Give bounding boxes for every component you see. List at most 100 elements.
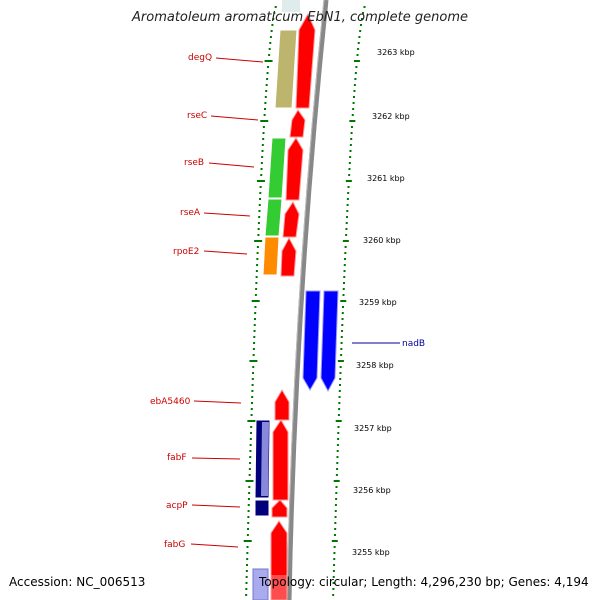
outer-tick-mark — [340, 300, 347, 302]
nadB-gene-left — [302, 290, 321, 391]
inner-tick-mark — [257, 228, 260, 230]
inner-tick-mark — [260, 168, 263, 170]
outer-tick-mark — [333, 564, 336, 566]
rseB-leader — [208, 162, 255, 168]
outer-tick-mark — [342, 306, 345, 308]
inner-tick-mark — [258, 204, 261, 206]
inner-tick-mark — [260, 174, 263, 176]
outer-tick-mark — [353, 84, 356, 86]
outer-tick-mark — [339, 366, 342, 368]
inner-tick-mark — [249, 450, 252, 452]
inner-tick-mark — [247, 528, 250, 530]
fabG-gene-pale — [271, 575, 287, 600]
inner-tick-mark — [252, 372, 255, 374]
inner-tick-mark — [249, 360, 258, 362]
fabG-cog-box — [252, 568, 269, 600]
outer-tick-mark — [340, 336, 343, 338]
outer-tick-mark — [334, 516, 337, 518]
inner-tick-mark — [249, 432, 252, 434]
outer-tick-mark — [337, 360, 344, 362]
inner-tick-mark — [259, 186, 262, 188]
inner-tick-mark — [262, 138, 265, 140]
top-feature — [282, 0, 300, 12]
inner-tick-mark — [247, 522, 250, 524]
ebA5460-leader — [193, 400, 242, 404]
inner-tick-mark — [257, 222, 260, 224]
inner-tick-mark — [250, 414, 253, 416]
nadB-label: nadB — [402, 339, 425, 349]
outer-tick-mark — [350, 138, 353, 140]
gene-labels: degQ rseC rseB rseA rpoE2 nadB ebA5460 f… — [150, 53, 425, 550]
outer-tick-mark — [333, 558, 336, 560]
inner-tick-mark — [262, 132, 265, 134]
inner-tick-mark — [256, 264, 259, 266]
outer-tick-mark — [336, 468, 339, 470]
inner-tick-mark — [262, 126, 265, 128]
map-title: Aromatoleum aromaticum EbN1, complete ge… — [132, 10, 468, 25]
cog-track — [252, 29, 298, 600]
rseA-gene — [282, 201, 300, 238]
inner-tick-ring — [243, 6, 277, 596]
inner-tick-mark — [264, 96, 267, 98]
kbp-scale-labels: 3263 kbp 3262 kbp 3261 kbp 3260 kbp 3259… — [352, 48, 415, 557]
outer-tick-mark — [346, 216, 348, 218]
inner-tick-mark — [255, 270, 258, 272]
outer-tick-mark — [347, 192, 350, 194]
inner-tick-mark — [269, 36, 272, 38]
outer-tick-mark — [333, 480, 340, 482]
acpP-label: acpP — [166, 501, 188, 511]
outer-tick-mark — [343, 270, 346, 272]
outer-tick-mark — [357, 48, 360, 50]
outer-tick-mark — [344, 246, 347, 248]
outer-tick-mark — [350, 132, 353, 134]
outer-tick-mark — [333, 552, 336, 554]
inner-tick-mark — [253, 324, 256, 326]
inner-tick-mark — [255, 288, 258, 290]
kbp-label: 3256 kbp — [353, 486, 391, 495]
inner-tick-mark — [253, 336, 256, 338]
rseB-label: rseB — [184, 158, 204, 168]
inner-tick-mark — [256, 246, 259, 248]
inner-tick-mark — [245, 570, 248, 572]
inner-tick-mark — [259, 198, 262, 200]
kbp-label: 3257 kbp — [354, 424, 392, 433]
outer-tick-mark — [341, 330, 344, 332]
inner-tick-mark — [267, 66, 270, 68]
inner-tick-mark — [261, 144, 264, 146]
outer-tick-mark — [345, 228, 348, 230]
outer-tick-mark — [335, 420, 342, 422]
inner-tick-mark — [251, 384, 254, 386]
outer-tick-mark — [344, 252, 347, 254]
inner-tick-mark — [251, 396, 254, 398]
topology-footer: Topology: circular; Length: 4,296,230 bp… — [259, 575, 589, 589]
outer-tick-mark — [340, 354, 343, 356]
degQ-cog-box — [274, 29, 298, 109]
inner-tick-mark — [246, 534, 249, 536]
outer-tick-mark — [351, 114, 354, 116]
rpoE2-label: rpoE2 — [173, 247, 199, 257]
inner-tick-mark — [251, 378, 254, 380]
inner-tick-mark — [245, 588, 248, 590]
outer-tick-mark — [332, 594, 335, 596]
inner-tick-mark — [248, 492, 251, 494]
outer-tick-mark — [343, 282, 346, 284]
backbone-line — [286, 0, 329, 600]
inner-tick-mark — [254, 306, 257, 308]
kbp-label: 3261 kbp — [367, 174, 405, 183]
outer-tick-mark — [354, 78, 357, 80]
inner-tick-mark — [249, 456, 252, 458]
inner-tick-mark — [257, 234, 260, 236]
outer-tick-mark — [344, 258, 347, 260]
outer-tick-mark — [331, 540, 338, 542]
fabF-gene — [272, 419, 289, 501]
outer-tick-mark — [335, 486, 338, 488]
outer-tick-mark — [336, 456, 339, 458]
inner-tick-mark — [254, 294, 257, 296]
outer-tick-mark — [363, 6, 366, 8]
outer-tick-mark — [348, 168, 351, 170]
inner-tick-mark — [254, 312, 257, 314]
outer-tick-mark — [343, 264, 346, 266]
inner-tick-mark — [253, 342, 256, 344]
outer-tick-mark — [337, 414, 340, 416]
